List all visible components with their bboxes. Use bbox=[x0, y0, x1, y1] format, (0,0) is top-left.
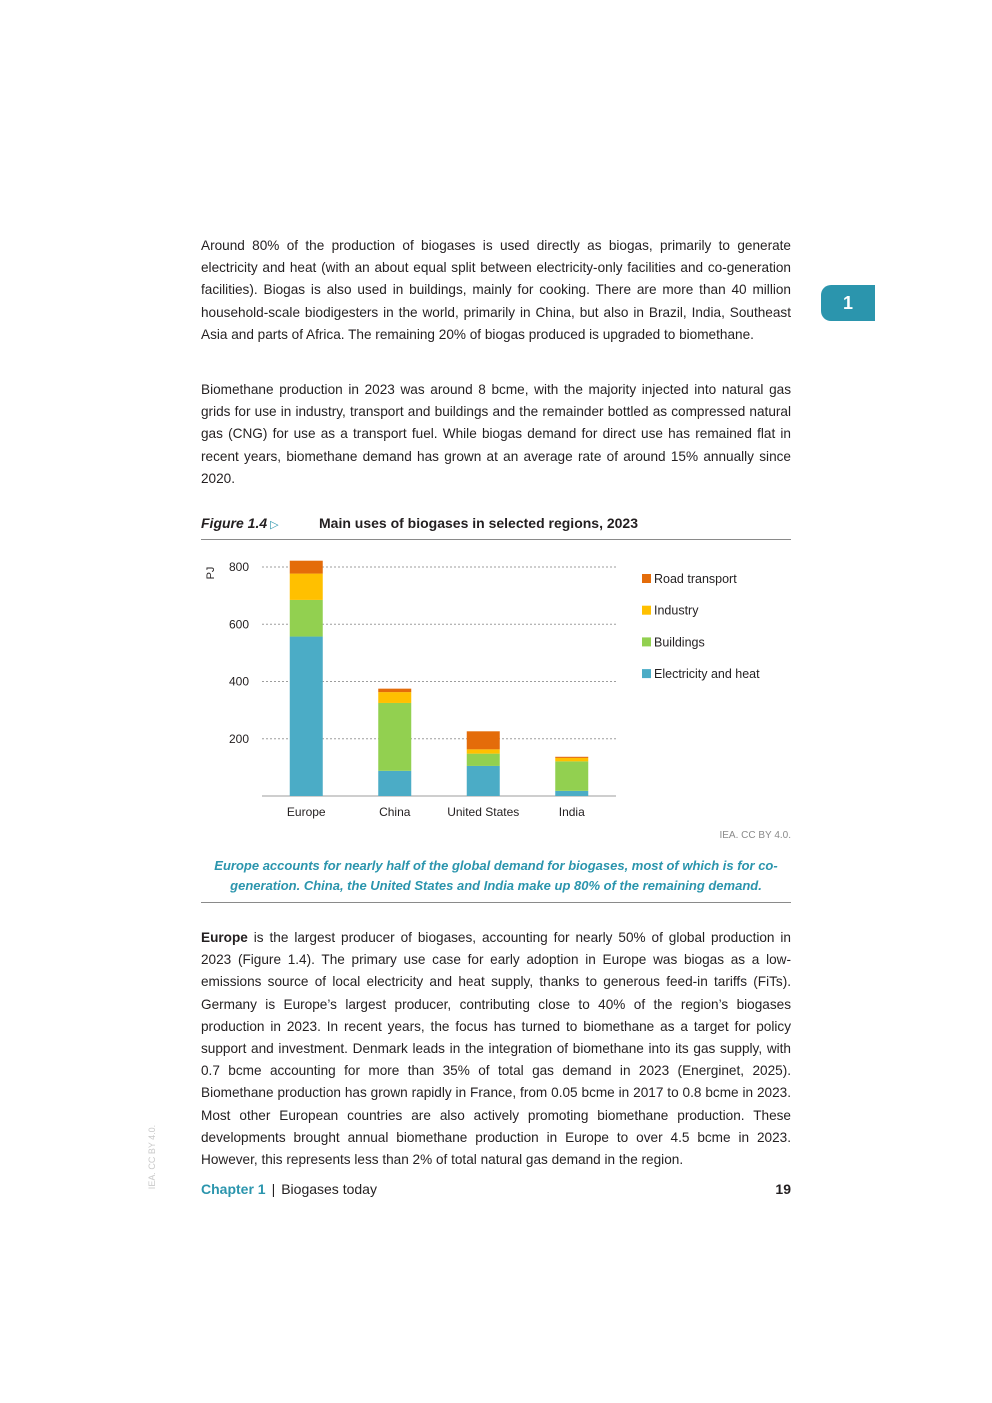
figure-note: Europe accounts for nearly half of the g… bbox=[201, 856, 791, 903]
y-tick-label: 400 bbox=[229, 675, 249, 689]
bar-segment bbox=[289, 599, 323, 637]
x-tick-label: Europe bbox=[287, 805, 326, 819]
figure-note-line-1: Europe accounts for nearly half of the g… bbox=[214, 858, 778, 873]
figure-title-bar: Figure 1.4 ▷ Main uses of biogases in sel… bbox=[201, 513, 791, 540]
legend-label: Buildings bbox=[654, 635, 705, 649]
bar-segment bbox=[289, 573, 323, 600]
footer-section: Biogases today bbox=[281, 1181, 377, 1197]
bar-segment bbox=[289, 560, 323, 574]
legend-label: Road transport bbox=[654, 572, 737, 586]
figure-note-line-2: generation. China, the United States and… bbox=[230, 878, 762, 893]
legend-swatch bbox=[642, 637, 651, 647]
bar-segment bbox=[555, 756, 589, 758]
legend-swatch bbox=[642, 574, 651, 583]
chapter-tab: 1 bbox=[821, 285, 875, 321]
legend-swatch bbox=[642, 605, 651, 615]
side-credit: IEA. CC BY 4.0. bbox=[147, 1124, 157, 1190]
bar-segment bbox=[466, 749, 500, 754]
legend-swatch bbox=[642, 669, 651, 679]
y-axis-label: PJ bbox=[205, 567, 217, 580]
y-tick-label: 600 bbox=[229, 617, 249, 631]
labels-layer: PJ 200 400 600 800 Europe China United States In… bbox=[205, 560, 585, 819]
x-tick-label: China bbox=[379, 805, 411, 819]
bars-layer bbox=[289, 560, 589, 796]
bar-segment bbox=[466, 753, 500, 766]
bar-segment bbox=[378, 702, 412, 771]
page-footer: Chapter 1 | Biogases today 19 bbox=[201, 1181, 791, 1197]
bar-segment bbox=[555, 761, 589, 791]
bar-segment bbox=[378, 770, 412, 796]
y-tick-label: 800 bbox=[229, 560, 249, 574]
figure-number: Figure 1.4 ▷ bbox=[201, 515, 279, 531]
x-tick-label: India bbox=[559, 805, 585, 819]
paragraph-1: Around 80% of the production of biogases… bbox=[201, 238, 791, 342]
bar-segment bbox=[466, 731, 500, 750]
footer-chapter: Chapter 1 bbox=[201, 1181, 266, 1197]
paragraph-3: Europe is the largest producer of biogas… bbox=[201, 927, 791, 1171]
page-number: 19 bbox=[775, 1181, 791, 1197]
bar-segment bbox=[555, 790, 589, 796]
bar-segment bbox=[378, 692, 412, 703]
legend-layer: Road transport Industry Buildings Electrici… bbox=[642, 572, 760, 681]
legend-label: Industry bbox=[654, 604, 699, 618]
bar-segment bbox=[555, 757, 589, 762]
y-tick-label: 200 bbox=[229, 732, 249, 746]
bar-segment bbox=[289, 636, 323, 796]
triangle-arrow-icon: ▷ bbox=[270, 519, 279, 531]
stacked-bar-chart: PJ 200 400 600 800 Europe China United States In… bbox=[205, 560, 760, 819]
figure-credit: IEA. CC BY 4.0. bbox=[719, 830, 791, 841]
footer-separator: | bbox=[271, 1181, 276, 1197]
paragraph-2: Biomethane production in 2023 was around… bbox=[201, 382, 791, 486]
bar-segment bbox=[466, 765, 500, 796]
x-tick-label: United States bbox=[447, 805, 519, 819]
figure-caption: Main uses of biogases in selected region… bbox=[319, 515, 639, 531]
paragraph-3-lead: Europe bbox=[201, 930, 248, 945]
legend-label: Electricity and heat bbox=[654, 667, 760, 681]
paragraph-3-body: is the largest producer of biogases, acc… bbox=[201, 930, 791, 1168]
bar-segment bbox=[378, 688, 412, 693]
